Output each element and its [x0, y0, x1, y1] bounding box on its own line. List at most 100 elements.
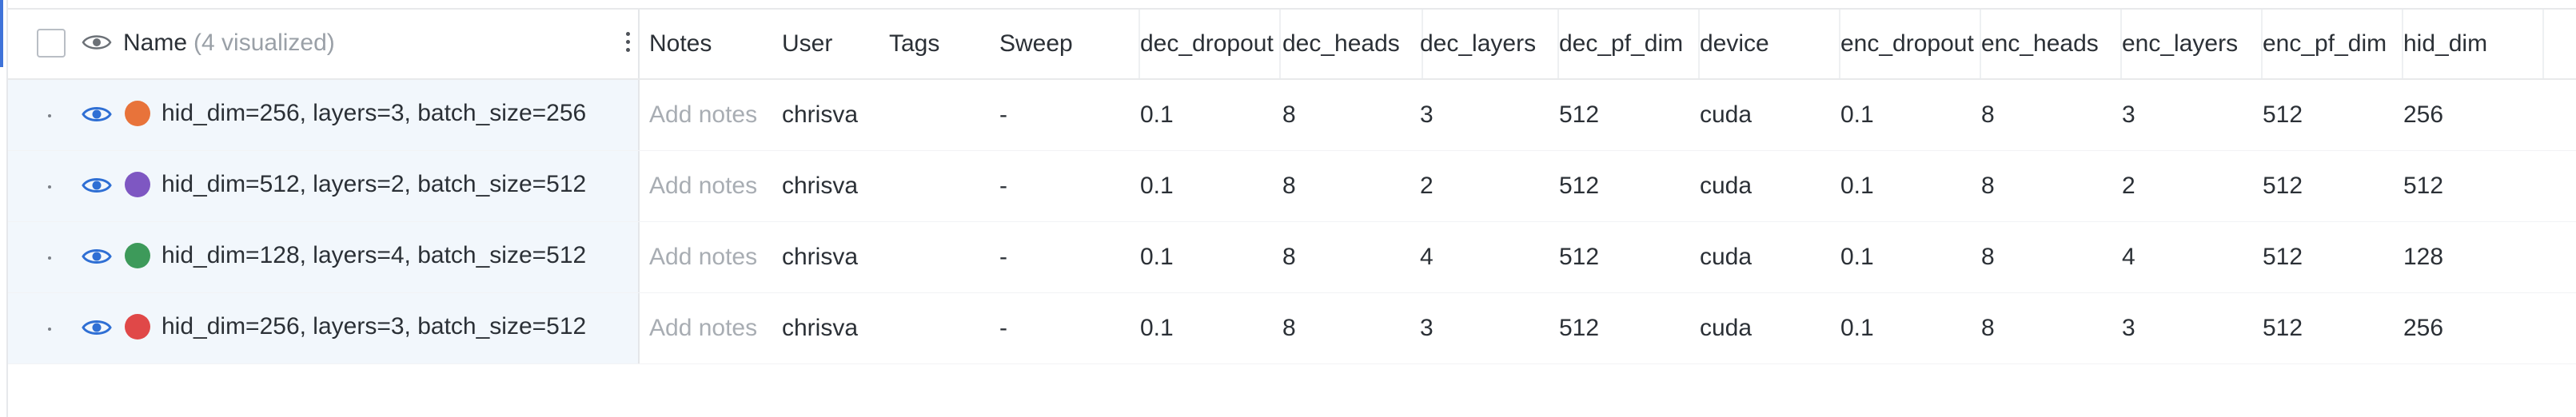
cell-enc-layers: 3: [2122, 315, 2135, 341]
row-handle-icon[interactable]: [48, 328, 51, 331]
cell-tags: [889, 293, 987, 363]
cell-hid-dim: 256: [2403, 315, 2444, 341]
eye-icon[interactable]: [82, 173, 112, 197]
run-color-swatch[interactable]: [125, 172, 150, 197]
eye-icon[interactable]: [82, 102, 112, 126]
visualized-count: (4 visualized): [193, 30, 335, 56]
column-header-dec-pf-dim[interactable]: dec_pf_dim: [1559, 10, 1700, 78]
cell-device: cuda: [1700, 244, 1753, 270]
run-name-cell[interactable]: hid_dim=256, layers=3, batch_size=512: [8, 293, 640, 363]
column-header-notes[interactable]: Notes: [649, 30, 712, 57]
add-notes-field[interactable]: Add notes: [649, 173, 758, 199]
cell-user: chrisva: [782, 315, 859, 341]
cell-dec-dropout: 0.1: [1140, 315, 1174, 341]
run-color-swatch[interactable]: [125, 101, 150, 126]
cell-hid-dim: 256: [2403, 101, 2444, 128]
cell-device: cuda: [1700, 315, 1753, 341]
cell-user: chrisva: [782, 173, 859, 199]
cell-user: chrisva: [782, 101, 859, 128]
left-accent-bar: [0, 0, 3, 67]
run-name-cell[interactable]: hid_dim=128, layers=4, batch_size=512: [8, 222, 640, 292]
cell-enc-dropout: 0.1: [1840, 244, 1874, 270]
cell-enc-heads: 8: [1981, 244, 1995, 270]
select-all-checkbox[interactable]: [37, 29, 66, 58]
run-name-cell[interactable]: hid_dim=512, layers=2, batch_size=512: [8, 151, 640, 221]
cell-enc-layers: 2: [2122, 173, 2135, 199]
cell-device: cuda: [1700, 101, 1753, 128]
run-color-swatch[interactable]: [125, 243, 150, 268]
table-row[interactable]: hid_dim=512, layers=2, batch_size=512 Add…: [8, 151, 2576, 222]
name-column-title[interactable]: Name (4 visualized): [123, 29, 335, 58]
cell-enc-dropout: 0.1: [1840, 315, 1874, 341]
column-header-dec-layers[interactable]: dec_layers: [1420, 10, 1559, 78]
cell-dec-layers: 4: [1420, 244, 1434, 270]
run-name-cell[interactable]: hid_dim=256, layers=3, batch_size=256: [8, 80, 640, 150]
add-notes-field[interactable]: Add notes: [649, 101, 758, 128]
eye-icon[interactable]: [82, 244, 112, 268]
left-panel-border: [6, 0, 8, 417]
table-row[interactable]: hid_dim=128, layers=4, batch_size=512 Add…: [8, 222, 2576, 293]
add-notes-field[interactable]: Add notes: [649, 315, 758, 341]
cell-dec-layers: 3: [1420, 315, 1434, 341]
runs-table: Name (4 visualized) Notes User Tags Sweep dec…: [8, 8, 2576, 364]
cell-enc-pf-dim: 512: [2263, 173, 2303, 199]
row-handle-icon[interactable]: [48, 256, 51, 260]
cell-dec-pf-dim: 512: [1559, 101, 1600, 128]
run-name[interactable]: hid_dim=128, layers=4, batch_size=512: [161, 242, 587, 268]
eye-icon[interactable]: [82, 30, 112, 54]
cell-enc-pf-dim: 512: [2263, 101, 2303, 128]
column-header-device[interactable]: device: [1700, 10, 1840, 78]
name-column-label: Name: [123, 30, 188, 56]
cell-dec-heads: 8: [1282, 101, 1296, 128]
cell-tags: [889, 80, 987, 150]
cell-device: cuda: [1700, 173, 1753, 199]
row-handle-icon[interactable]: [48, 185, 51, 189]
column-header-sweep[interactable]: Sweep: [999, 10, 1140, 78]
cell-sweep: -: [999, 173, 1007, 199]
column-header-dec-heads[interactable]: dec_heads: [1282, 10, 1423, 78]
add-notes-field[interactable]: Add notes: [649, 244, 758, 270]
run-name[interactable]: hid_dim=512, layers=2, batch_size=512: [161, 171, 587, 197]
cell-enc-layers: 3: [2122, 101, 2135, 128]
cell-enc-layers: 4: [2122, 244, 2135, 270]
cell-dec-dropout: 0.1: [1140, 244, 1174, 270]
cell-dec-pf-dim: 512: [1559, 173, 1600, 199]
column-header-dec-dropout[interactable]: dec_dropout: [1140, 10, 1281, 78]
column-header-enc-layers[interactable]: enc_layers: [2122, 10, 2263, 78]
cell-dec-layers: 3: [1420, 101, 1434, 128]
column-header-enc-pf-dim[interactable]: enc_pf_dim: [2263, 10, 2403, 78]
table-header: Name (4 visualized) Notes User Tags Sweep dec…: [8, 8, 2576, 80]
table-row[interactable]: hid_dim=256, layers=3, batch_size=512 Add…: [8, 293, 2576, 364]
column-header-hid-dim[interactable]: hid_dim: [2403, 10, 2544, 78]
cell-tags: [889, 222, 987, 292]
column-header-enc-dropout[interactable]: enc_dropout: [1840, 10, 1981, 78]
table-body: hid_dim=256, layers=3, batch_size=256 Add…: [8, 80, 2576, 364]
cell-hid-dim: 128: [2403, 244, 2444, 270]
cell-dec-dropout: 0.1: [1140, 101, 1174, 128]
row-handle-icon[interactable]: [48, 114, 51, 117]
table-row[interactable]: hid_dim=256, layers=3, batch_size=256 Add…: [8, 80, 2576, 151]
cell-dec-pf-dim: 512: [1559, 244, 1600, 270]
cell-hid-dim: 512: [2403, 173, 2444, 199]
column-menu-icon[interactable]: [624, 32, 632, 56]
cell-dec-dropout: 0.1: [1140, 173, 1174, 199]
column-header-user[interactable]: User: [782, 30, 833, 57]
column-header-tags[interactable]: Tags: [889, 30, 940, 57]
cell-user: chrisva: [782, 244, 859, 270]
eye-icon[interactable]: [82, 316, 112, 340]
cell-enc-heads: 8: [1981, 315, 1995, 341]
cell-enc-dropout: 0.1: [1840, 173, 1874, 199]
cell-enc-heads: 8: [1981, 173, 1995, 199]
run-name[interactable]: hid_dim=256, layers=3, batch_size=512: [161, 313, 587, 340]
name-column-header: Name (4 visualized): [8, 10, 640, 78]
run-name[interactable]: hid_dim=256, layers=3, batch_size=256: [161, 100, 587, 126]
run-color-swatch[interactable]: [125, 314, 150, 340]
cell-enc-heads: 8: [1981, 101, 1995, 128]
cell-sweep: -: [999, 315, 1007, 341]
cell-dec-heads: 8: [1282, 244, 1296, 270]
cell-dec-pf-dim: 512: [1559, 315, 1600, 341]
cell-dec-heads: 8: [1282, 315, 1296, 341]
column-header-enc-heads[interactable]: enc_heads: [1981, 10, 2122, 78]
cell-tags: [889, 151, 987, 221]
